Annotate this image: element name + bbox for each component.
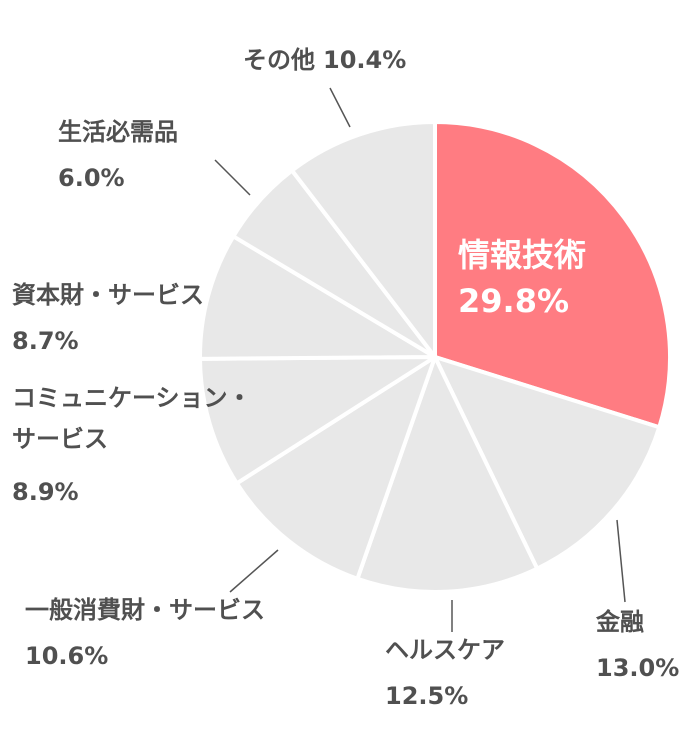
slice-label: 生活必需品 6.0% xyxy=(58,110,178,201)
slice-label: その他 10.4% xyxy=(243,38,406,84)
category-label: 一般消費財・サービス xyxy=(25,596,265,624)
value-label: 10.4% xyxy=(323,46,407,74)
slice-label: 情報技術 29.8% xyxy=(458,232,586,325)
category-label: コミュニケーション・サービス xyxy=(12,384,252,453)
pie-slice xyxy=(355,355,540,594)
pie-slice xyxy=(198,355,437,486)
category-label: ヘルスケア xyxy=(385,636,505,664)
value-label: 29.8% xyxy=(458,282,570,321)
value-label: 12.5% xyxy=(385,681,469,710)
pie-slice xyxy=(290,120,437,359)
category-label: 生活必需品 xyxy=(58,118,178,146)
leader-line xyxy=(329,87,351,128)
leader-line xyxy=(616,519,626,603)
category-label: その他 xyxy=(243,46,315,74)
slice-label: 一般消費財・サービス 10.6% xyxy=(25,588,265,679)
value-label: 6.0% xyxy=(58,163,125,192)
value-label: 8.9% xyxy=(12,477,79,506)
slice-label: 金融 13.0% xyxy=(596,600,679,691)
pie-slice xyxy=(433,355,662,571)
slice-label: コミュニケーション・サービス 8.9% xyxy=(12,378,262,515)
pie-slice xyxy=(433,120,672,430)
value-label: 8.7% xyxy=(12,326,79,355)
leader-line xyxy=(229,549,279,593)
category-label: 金融 xyxy=(596,608,644,636)
pie-slice xyxy=(234,355,437,581)
category-label: 情報技術 xyxy=(458,236,587,274)
leader-line xyxy=(214,159,251,196)
pie-slice xyxy=(198,234,437,361)
slice-label: ヘルスケア 12.5% xyxy=(385,628,505,719)
value-label: 10.6% xyxy=(25,641,109,670)
category-label: 資本財・サービス xyxy=(12,281,204,309)
slice-label: 資本財・サービス 8.7% xyxy=(12,273,204,364)
value-label: 13.0% xyxy=(596,653,680,682)
